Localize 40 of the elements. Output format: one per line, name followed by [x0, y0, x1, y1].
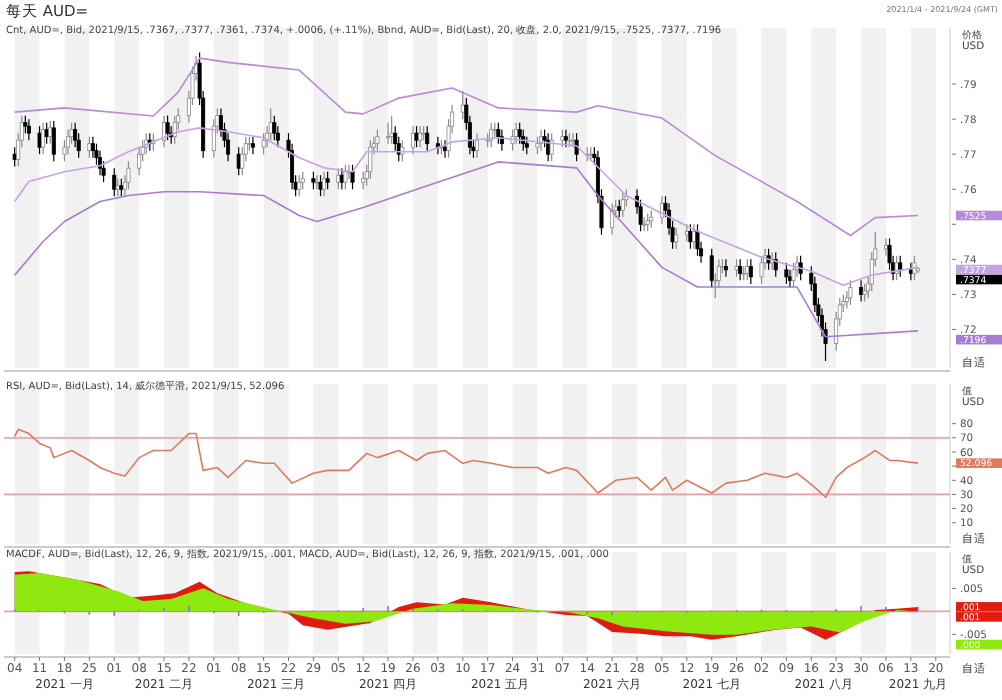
candlestick [759, 255, 764, 285]
candlestick [41, 122, 46, 155]
candlestick [375, 129, 380, 152]
line-series [13, 428, 919, 499]
candlestick [51, 120, 56, 162]
candlestick [268, 108, 273, 141]
candlestick [389, 115, 394, 145]
candlestick [517, 122, 522, 145]
candlestick [674, 227, 679, 250]
candlestick [26, 118, 31, 141]
line-series [13, 57, 919, 237]
candlestick [126, 160, 131, 190]
candlestick [549, 132, 554, 162]
candlestick [37, 125, 42, 155]
candlestick [90, 136, 95, 159]
candlestick [791, 262, 796, 288]
candlestick [66, 129, 71, 155]
candlestick [748, 258, 753, 285]
candlestick [368, 139, 373, 180]
candlestick [318, 174, 323, 197]
candlestick [898, 255, 903, 278]
candlestick [386, 122, 391, 145]
candlestick [414, 125, 419, 148]
candlestick [695, 223, 700, 257]
candlestick [12, 146, 17, 168]
candlestick [798, 255, 803, 281]
candlestick [336, 167, 341, 190]
candlestick [343, 164, 348, 190]
candlestick [261, 132, 266, 155]
candlestick [574, 132, 579, 162]
candlestick [165, 115, 170, 141]
candlestick [137, 146, 142, 176]
candlestick [350, 164, 355, 190]
candlestick [87, 136, 92, 159]
candlestick [236, 146, 241, 176]
candlestick [848, 279, 853, 306]
candlestick [709, 248, 714, 288]
candlestick [297, 174, 302, 197]
candlestick [475, 132, 479, 159]
candlestick [272, 115, 277, 141]
